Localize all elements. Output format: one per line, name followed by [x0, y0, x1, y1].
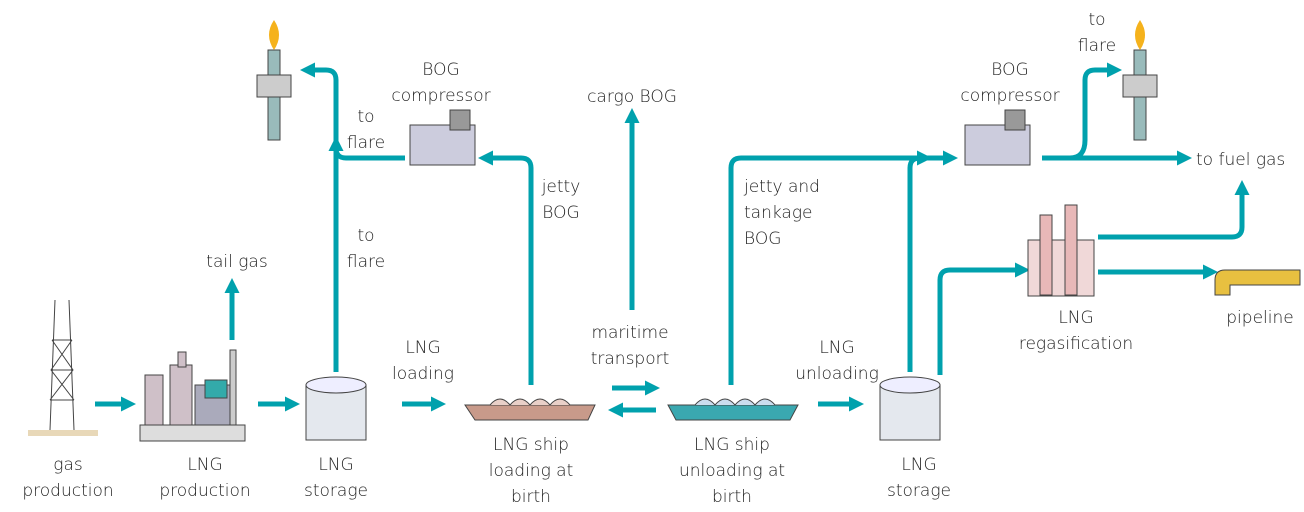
label: flare — [347, 133, 385, 153]
label: loading — [392, 364, 454, 384]
label: cargo BOG — [587, 87, 677, 107]
label: pipeline — [1226, 308, 1293, 328]
label: jetty and — [743, 177, 820, 197]
label: loading at — [489, 461, 574, 481]
label: maritime — [591, 323, 668, 343]
label: transport — [591, 349, 670, 369]
label: unloading at — [679, 461, 785, 481]
label: to fuel gas — [1196, 150, 1285, 170]
label: jetty — [541, 177, 581, 197]
icons — [28, 20, 1301, 442]
label: LNG — [901, 455, 936, 475]
label: BOG — [991, 60, 1028, 80]
label: compressor — [960, 86, 1059, 106]
label: birth — [511, 487, 551, 507]
label: production — [22, 481, 113, 501]
labels: gas production LNG production LNG storage tail… — [22, 10, 1293, 507]
label: compressor — [391, 86, 490, 106]
label: LNG — [405, 338, 440, 358]
label: to — [357, 226, 374, 246]
label: LNG ship — [493, 435, 569, 455]
label: LNG — [819, 338, 854, 358]
label: to — [357, 107, 374, 127]
label: to — [1088, 10, 1105, 30]
label: production — [159, 481, 250, 501]
label: LNG — [187, 455, 222, 475]
label: BOG — [422, 60, 459, 80]
label: LNG ship — [694, 435, 770, 455]
flows — [95, 62, 1250, 418]
label: unloading — [795, 364, 879, 384]
label: flare — [1078, 36, 1116, 56]
label: tail gas — [206, 252, 267, 272]
label: flare — [347, 252, 385, 272]
label: gas — [53, 455, 82, 475]
label: BOG — [542, 203, 579, 223]
label: LNG — [318, 455, 353, 475]
label: regasification — [1019, 334, 1133, 354]
label: storage — [887, 481, 951, 501]
label: tankage — [744, 203, 812, 223]
label: BOG — [744, 229, 781, 249]
label: LNG — [1058, 308, 1093, 328]
label: birth — [712, 487, 752, 507]
label: storage — [304, 481, 368, 501]
